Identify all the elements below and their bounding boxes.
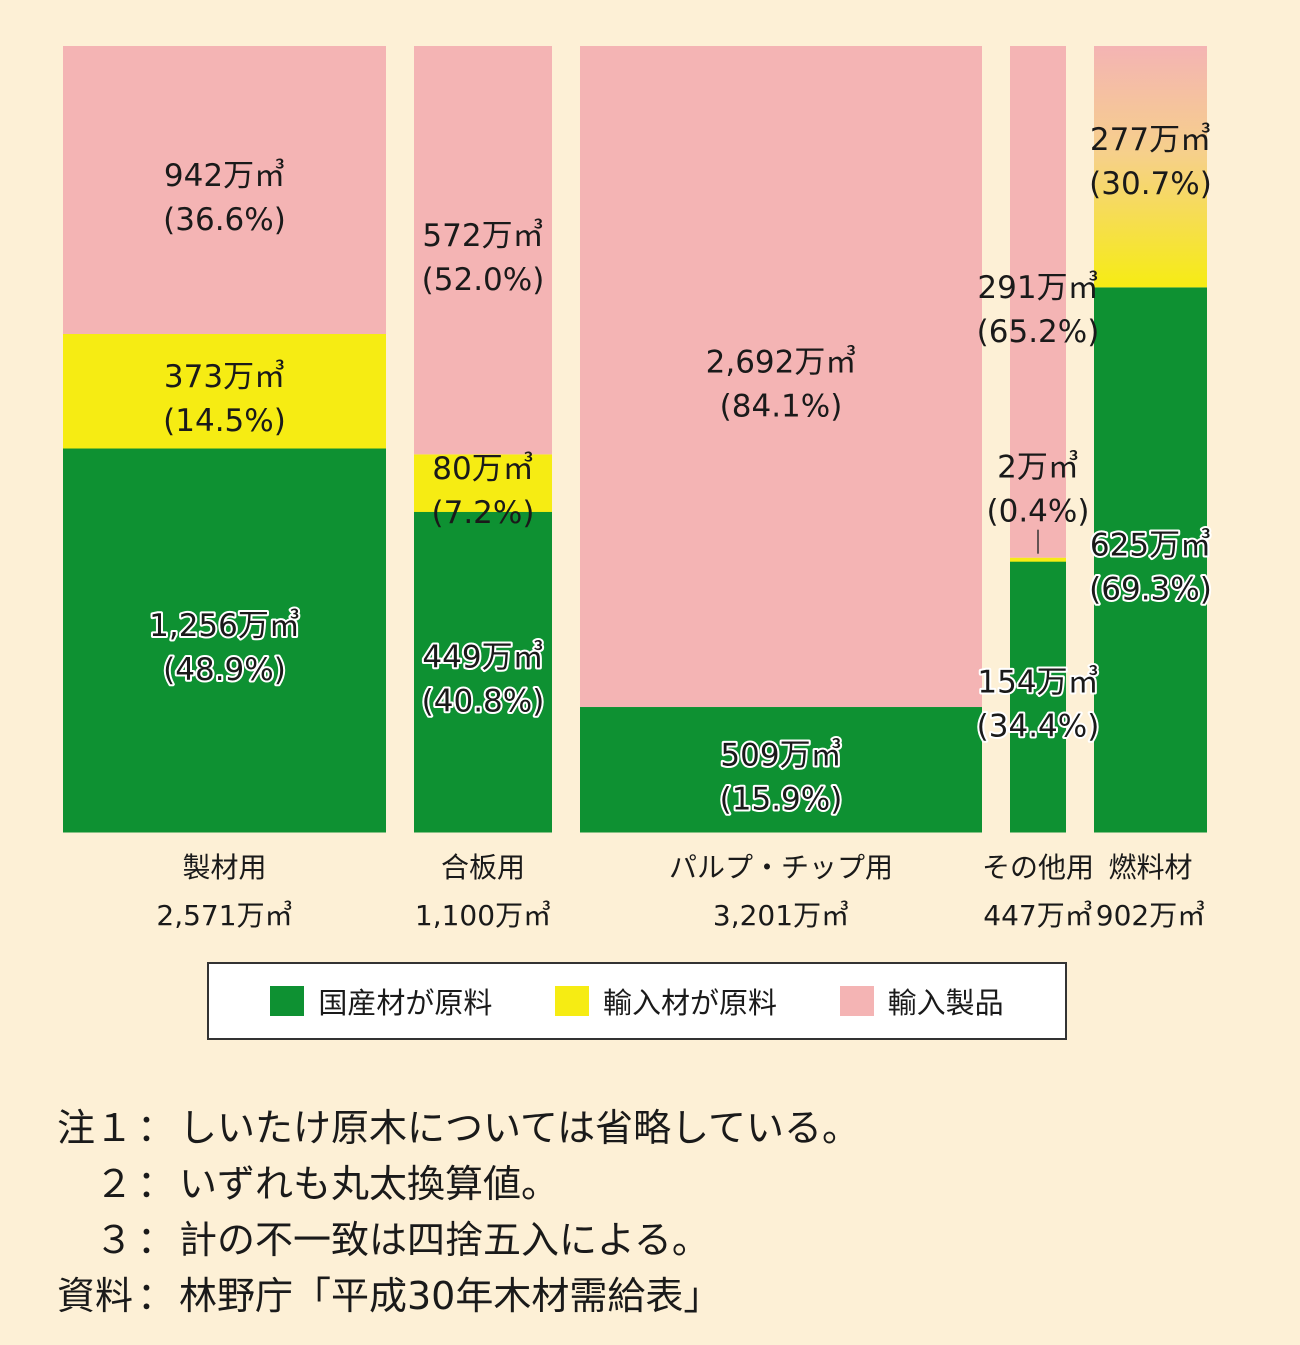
note-head: 注１: [56, 1106, 133, 1150]
category-label: 製材用: [182, 851, 266, 884]
category-label: 燃料材: [1108, 851, 1192, 884]
note-separator: ：: [136, 1274, 175, 1318]
category-label: その他用: [982, 851, 1094, 884]
bar-segment-imported-products: [414, 46, 552, 455]
bar-segment-imported-products: [63, 46, 386, 334]
legend-swatch-domestic: [270, 986, 305, 1016]
note-head: ２: [94, 1162, 133, 1206]
data-label-volume: 942万㎥: [164, 158, 285, 194]
bar-segment-imported-raw: [414, 454, 552, 512]
data-label-volume: 154万㎥: [977, 665, 1098, 701]
data-label-percent: (48.9%): [163, 652, 286, 688]
data-label-volume: 2,692万㎥: [706, 345, 857, 381]
category-total-label: 447万㎥: [983, 899, 1092, 932]
legend-item-imported-products: 輸入製品: [839, 980, 1004, 1022]
note-text: いずれも丸太換算値。: [179, 1162, 560, 1206]
data-label-volume: 572万㎥: [422, 218, 543, 254]
data-label-volume: 509万㎥: [720, 738, 841, 774]
data-label-volume: 625万㎥: [1090, 528, 1211, 564]
note-separator: ：: [136, 1162, 175, 1206]
bar-segment-imported-raw: [63, 333, 386, 449]
bar-segment-imported-products: [1094, 46, 1207, 288]
note-text: 計の不一致は四捨五入による。: [179, 1218, 710, 1262]
data-label-volume: 291万㎥: [977, 270, 1098, 306]
legend-swatch-imported-products: [839, 986, 874, 1016]
category-total-label: 902万㎥: [1096, 899, 1205, 932]
category-label: 合板用: [441, 851, 525, 884]
bar-segment-domestic: [414, 511, 552, 833]
note-text: しいたけ原木については省略している。: [179, 1106, 860, 1150]
legend-item-domestic: 国産材が原料: [270, 980, 492, 1022]
data-label-percent: (69.3%): [1089, 572, 1212, 608]
note-separator: ：: [136, 1218, 175, 1262]
source-row: 資料 ： 林野庁「平成30年木材需給表」: [38, 1268, 860, 1324]
bar-segment-domestic: [1094, 287, 1207, 833]
bar-segment-domestic: [1010, 561, 1066, 833]
notes: 注１ ： しいたけ原木については省略している。 ２ ： いずれも丸太換算値。 ３…: [38, 1100, 860, 1324]
legend-label-domestic: 国産材が原料: [318, 986, 493, 1020]
bar-segment-imported-products: [1010, 46, 1066, 558]
note-row: 注１ ： しいたけ原木については省略している。: [38, 1100, 860, 1156]
data-label-percent: (34.4%): [977, 709, 1100, 745]
data-label-percent: (40.8%): [422, 684, 545, 720]
legend-label-imported-raw: 輸入材が原料: [602, 986, 777, 1020]
data-label-percent: (14.5%): [163, 403, 286, 439]
data-label-percent: (84.1%): [720, 389, 843, 425]
note-separator: ：: [136, 1106, 175, 1150]
source-text: 林野庁「平成30年木材需給表」: [179, 1274, 722, 1318]
data-label-percent: (52.0%): [422, 262, 545, 298]
data-label-volume: 1,256万㎥: [149, 608, 300, 644]
data-label-percent: (65.2%): [977, 314, 1100, 350]
category-label: パルプ・チップ用: [669, 851, 893, 884]
category-total-label: 1,100万㎥: [415, 899, 551, 932]
note-head: ３: [94, 1218, 133, 1262]
category-total-label: 2,571万㎥: [156, 899, 292, 932]
data-label-percent: (36.6%): [163, 202, 286, 238]
chart: 1,256万㎥ (48.9%) 373万㎥ (14.5%) 942万㎥ (36.6%) 製材…: [63, 46, 1214, 932]
data-label-volume: 373万㎥: [164, 359, 285, 395]
data-label-volume: 80万㎥: [432, 451, 533, 487]
bar-segment-domestic: [63, 448, 386, 833]
data-label-volume: 277万㎥: [1090, 122, 1211, 158]
data-label-volume: 449万㎥: [422, 640, 543, 676]
data-label-percent: (7.2%): [432, 495, 535, 531]
legend-swatch-imported-raw: [554, 986, 589, 1016]
data-label-percent: (30.7%): [1089, 166, 1212, 202]
bar-segment-imported-products: [580, 46, 982, 708]
data-label-percent: (0.4%): [987, 494, 1090, 530]
legend: 国産材が原料 輸入材が原料 輸入製品: [207, 962, 1067, 1040]
bar-segment-domestic: [580, 707, 982, 833]
note-row: ２ ： いずれも丸太換算値。: [38, 1156, 860, 1212]
legend-label-imported-products: 輸入製品: [887, 986, 1004, 1020]
note-row: ３ ： 計の不一致は四捨五入による。: [38, 1212, 860, 1268]
data-label-volume: 2万㎥: [997, 450, 1079, 486]
source-head: 資料: [56, 1274, 133, 1318]
legend-item-imported-raw: 輸入材が原料: [554, 980, 777, 1022]
category-total-label: 3,201万㎥: [713, 899, 849, 932]
data-label-percent: (15.9%): [720, 782, 843, 818]
bar-segment-imported-raw: [1010, 557, 1066, 562]
